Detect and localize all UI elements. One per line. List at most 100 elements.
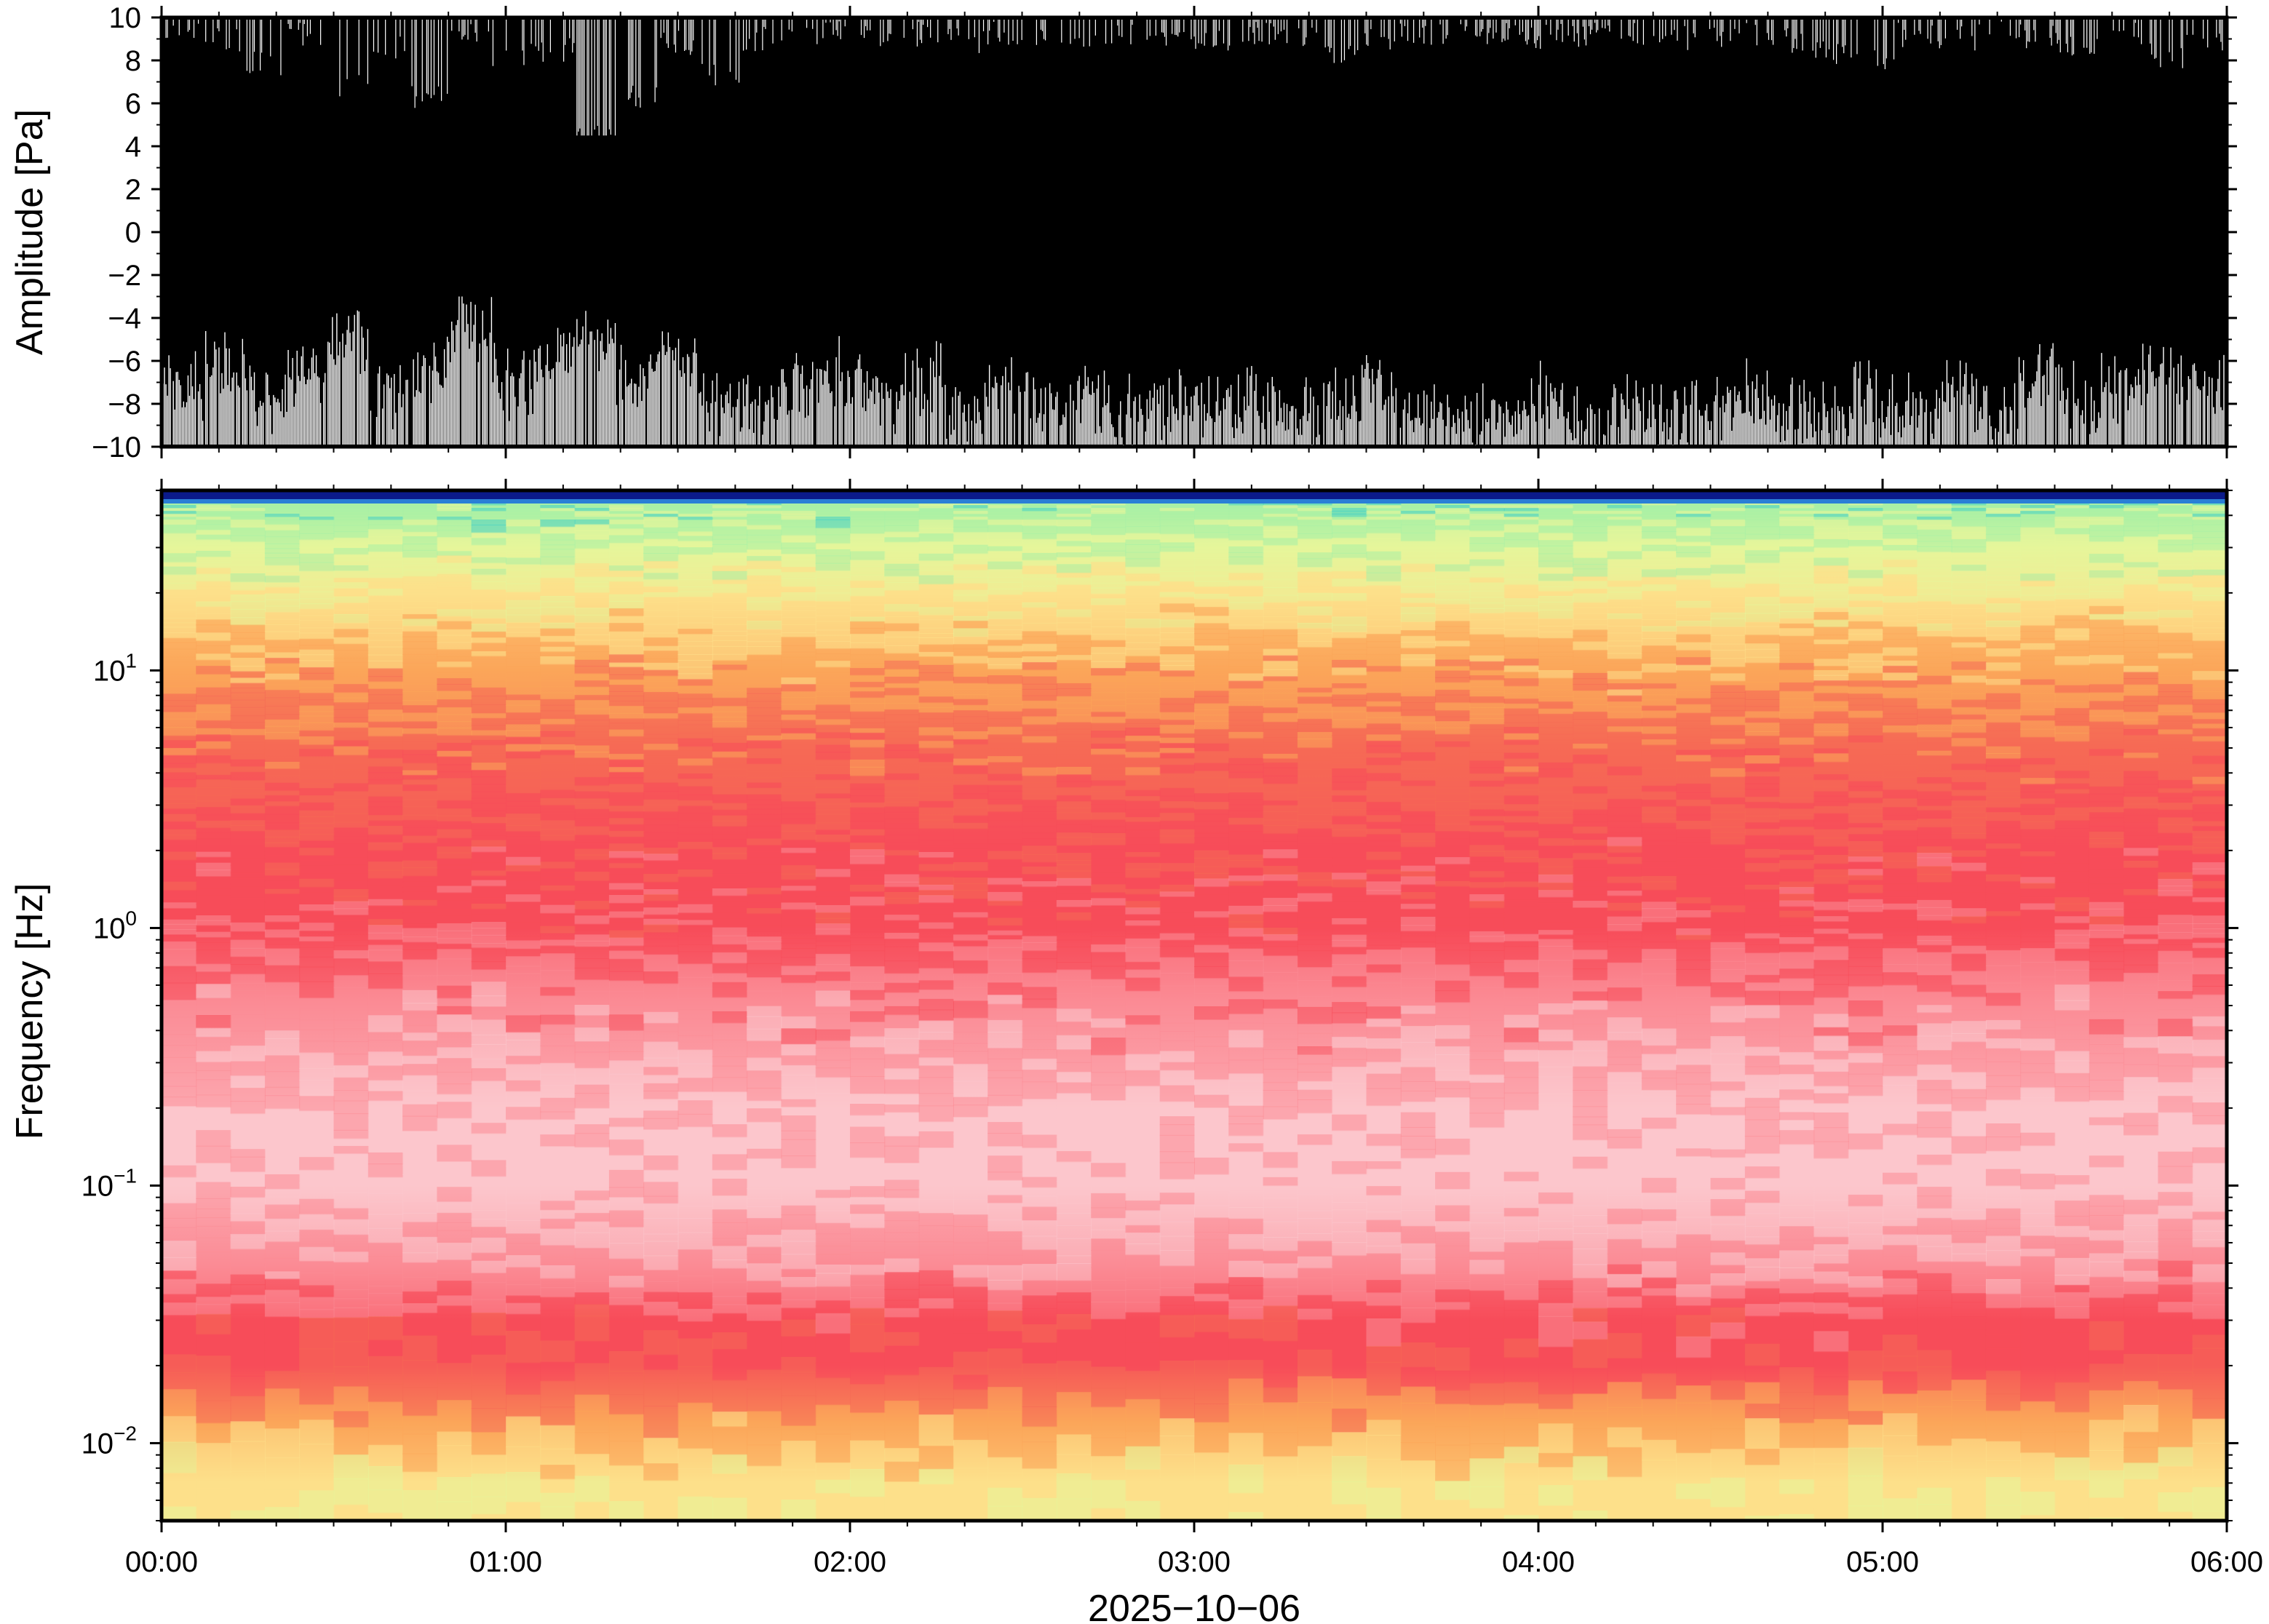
spectrogram-cell [953, 848, 989, 858]
spectrogram-cell [677, 1100, 713, 1115]
spectrogram-cell [264, 1188, 301, 1198]
spectrogram-cell [299, 1079, 335, 1097]
spectrogram-cell [574, 946, 610, 960]
spectrogram-cell [608, 542, 645, 549]
spectrogram-cell [162, 941, 197, 950]
spectrogram-cell [196, 800, 231, 808]
spectrogram-cell [437, 530, 472, 538]
spectrogram-cell [402, 848, 438, 857]
spectrogram-cell [574, 614, 610, 624]
spectrogram-cell [988, 762, 1023, 768]
spectrogram-cell [299, 1040, 335, 1054]
spectrogram-cell [988, 550, 1023, 558]
spectrogram-cell [712, 1107, 748, 1126]
spectrogram-cell [747, 511, 782, 514]
spectrogram-cell [230, 699, 266, 708]
spectrogram-cell [506, 600, 541, 609]
spectrogram-cell [781, 1307, 816, 1321]
spectrogram-cell [402, 517, 438, 520]
spectrogram-cell [1022, 708, 1057, 717]
spectrogram-cell [747, 735, 782, 741]
spectrogram-cell [540, 514, 576, 517]
spectrogram-cell [299, 672, 335, 681]
spectrogram-cell [608, 1030, 645, 1041]
spectrogram-cell [333, 755, 369, 765]
spectrogram-cell [918, 781, 954, 789]
spectrogram-cell [884, 926, 920, 934]
spectrogram-cell [884, 739, 920, 745]
spectrogram-cell [677, 596, 713, 602]
spectrogram-cell [506, 1267, 541, 1286]
spectrogram-cell [1056, 688, 1092, 697]
spectrogram-cell [1091, 826, 1126, 834]
spectrogram-cell [196, 1163, 231, 1174]
spectrogram-cell [437, 616, 472, 622]
spectrogram-cell [471, 1473, 506, 1497]
spectrogram-cell [437, 846, 472, 853]
spectrogram-cell [815, 890, 851, 898]
spectrogram-cell [574, 586, 610, 594]
spectrogram-cell [781, 1214, 816, 1230]
spectrogram-cell [781, 1268, 816, 1278]
spectrogram-cell [988, 629, 1023, 636]
spectrogram-cell [781, 637, 816, 647]
spectrogram-cell [402, 607, 438, 616]
spectrogram-cell [1091, 838, 1126, 846]
spectrogram-cell [299, 570, 335, 580]
spectrogram-cell [747, 908, 782, 915]
spectrogram-cell [608, 1371, 645, 1396]
spectrogram-cell [402, 1139, 438, 1153]
spectrogram-cell [1022, 891, 1057, 897]
spectrogram-cell [850, 990, 886, 1000]
spectrogram-cell [333, 1003, 369, 1021]
spectrogram-cell [230, 1313, 266, 1335]
spectrogram-cell [677, 698, 713, 709]
spectrogram-cell [747, 936, 782, 942]
spectrogram-cell [850, 747, 886, 754]
spectrogram-cell [988, 1048, 1023, 1059]
spectrogram-cell [1091, 680, 1126, 688]
spectrogram-cell [196, 931, 231, 938]
spectrogram-cell [1022, 573, 1057, 579]
spectrogram-cell [608, 818, 645, 825]
spectrogram-cell [162, 902, 197, 909]
spectrogram-cell [264, 697, 301, 707]
spectrogram-cell [1056, 541, 1092, 547]
spectrogram-cell [953, 1134, 989, 1145]
spectrogram-cell [1056, 853, 1092, 861]
spectrogram-cell [471, 618, 506, 625]
spectrogram-cell [162, 505, 197, 509]
spectrogram-cell [953, 594, 989, 602]
spectrogram-cell [299, 1348, 335, 1374]
spectrogram-cell [506, 1150, 541, 1167]
spectrogram-cell [815, 876, 851, 884]
spectrogram-cell [884, 1461, 920, 1482]
spectrogram-cell [815, 793, 851, 799]
spectrogram-cell [299, 941, 335, 948]
spectrogram-cell [471, 763, 506, 771]
spectrogram-cell [162, 678, 197, 687]
spectrogram-texture [162, 492, 2227, 1521]
spectrogram-cell [506, 1472, 541, 1502]
spectrogram-cell [574, 817, 610, 827]
spectrogram-cell [884, 938, 920, 947]
spectrogram-cell [402, 569, 438, 577]
spectrogram-cell [1022, 1426, 1057, 1443]
spectrogram-cell [506, 1233, 541, 1244]
spectrogram-cell [299, 680, 335, 688]
spectrogram-cell [471, 717, 506, 726]
spectrogram-cell [747, 534, 782, 543]
spectrogram-cell [850, 565, 886, 576]
spectrogram-cell [884, 973, 920, 984]
spectrogram-cell [884, 932, 920, 939]
spectrogram-cell [1022, 538, 1057, 546]
spectrogram-cell [402, 544, 438, 551]
spectrogram-cell [815, 773, 851, 781]
spectrogram-cell [299, 1229, 335, 1248]
spectrogram-cell [402, 819, 438, 828]
spectrogram-cell [574, 1200, 610, 1214]
spectrogram-cell [850, 520, 886, 527]
spectrogram-cell [815, 1264, 851, 1274]
spectrogram-cell [781, 1139, 816, 1157]
spectrogram-cell [299, 654, 335, 661]
